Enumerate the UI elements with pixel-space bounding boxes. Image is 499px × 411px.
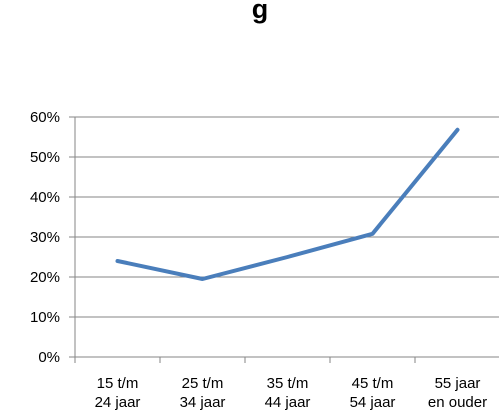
x-axis: 15 t/m 24 jaar 25 t/m 34 jaar 35 t/m 44 jaar 4… <box>74 357 487 411</box>
y-tick-label: 10% <box>30 309 60 326</box>
series-line <box>115 127 460 281</box>
x-tick-label: 25 t/m 34 jaar <box>180 375 226 411</box>
x-tick-label: 55 jaar en ouder <box>428 375 487 411</box>
x-tick-label: 15 t/m 24 jaar <box>95 375 141 411</box>
y-tick-label: 20% <box>30 269 60 286</box>
y-tick-label: 50% <box>30 149 60 166</box>
x-tick-label: 45 t/m 54 jaar <box>350 375 396 411</box>
y-tick-label: 0% <box>38 349 60 366</box>
series-layer <box>115 127 460 281</box>
gridlines <box>75 116 499 358</box>
y-tick-label: 30% <box>30 229 60 246</box>
x-tick-label: 35 t/m 44 jaar <box>265 375 311 411</box>
y-tick-label: 40% <box>30 189 60 206</box>
y-tick-label: 60% <box>30 109 60 126</box>
y-axis: 0% 10% 20% 30% 40% 50% 60% <box>30 109 76 366</box>
chart-title: g <box>251 0 269 24</box>
